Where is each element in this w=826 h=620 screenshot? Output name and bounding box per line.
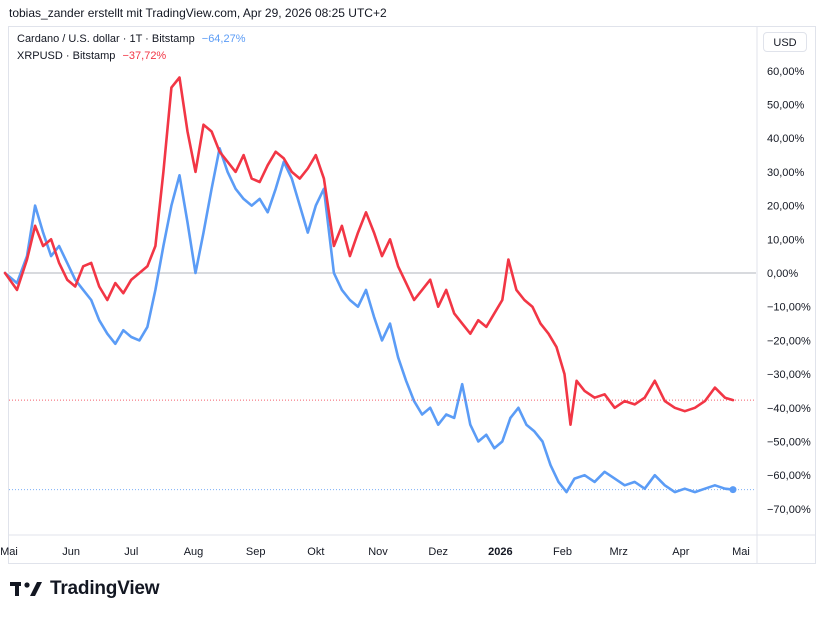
chart-frame <box>8 26 816 564</box>
x-tick-label: Mai <box>732 546 750 558</box>
y-tick-label: 20,00% <box>767 201 805 213</box>
y-tick-label: 40,00% <box>767 133 805 145</box>
tradingview-logo-text: TradingView <box>50 578 160 599</box>
x-tick-label: Feb <box>553 546 572 558</box>
x-tick-label: Dez <box>428 546 448 558</box>
x-tick-label: Mai <box>0 546 18 558</box>
x-tick-label: Jun <box>62 546 80 558</box>
y-tick-label: 50,00% <box>767 100 805 112</box>
legend-item-cardano[interactable]: Cardano / U.S. dollar · 1T · Bitstamp −6… <box>17 33 246 45</box>
x-tick-label: Mrz <box>610 546 628 558</box>
x-tick-label: Aug <box>184 546 204 558</box>
legend-value-xrp: −37,72% <box>122 50 167 62</box>
series-end-marker <box>729 486 737 494</box>
series-line-xrp <box>3 76 735 426</box>
legend-label-xrp: XRPUSD · Bitstamp <box>17 50 116 62</box>
y-tick-label: 10,00% <box>767 234 805 246</box>
legend-item-xrp[interactable]: XRPUSD · Bitstamp −37,72% <box>17 50 166 62</box>
y-tick-label: −20,00% <box>767 335 811 347</box>
series-line-cardano <box>3 147 735 494</box>
y-tick-label: −60,00% <box>767 470 811 482</box>
y-tick-label: −10,00% <box>767 302 811 314</box>
y-tick-label: −50,00% <box>767 437 811 449</box>
tradingview-logo-icon <box>10 582 42 596</box>
y-tick-label: −30,00% <box>767 369 811 381</box>
y-tick-label: −40,00% <box>767 403 811 415</box>
chart-header-title: tobias_zander erstellt mit TradingView.c… <box>9 6 387 20</box>
x-tick-label: Jul <box>124 546 138 558</box>
y-tick-label: 0,00% <box>767 268 798 280</box>
currency-button[interactable]: USD <box>763 32 807 52</box>
x-tick-label: Apr <box>672 546 689 558</box>
y-tick-label: 30,00% <box>767 167 805 179</box>
x-tick-label: Nov <box>368 546 388 558</box>
y-tick-label: −70,00% <box>767 504 811 516</box>
x-tick-label: 2026 <box>488 546 512 558</box>
x-tick-label: Okt <box>307 546 324 558</box>
y-tick-label: 60,00% <box>767 66 805 78</box>
legend-value-cardano: −64,27% <box>201 33 246 45</box>
tradingview-logo[interactable]: TradingView <box>10 578 160 600</box>
x-tick-label: Sep <box>246 546 266 558</box>
legend-label-cardano: Cardano / U.S. dollar · 1T · Bitstamp <box>17 33 195 45</box>
